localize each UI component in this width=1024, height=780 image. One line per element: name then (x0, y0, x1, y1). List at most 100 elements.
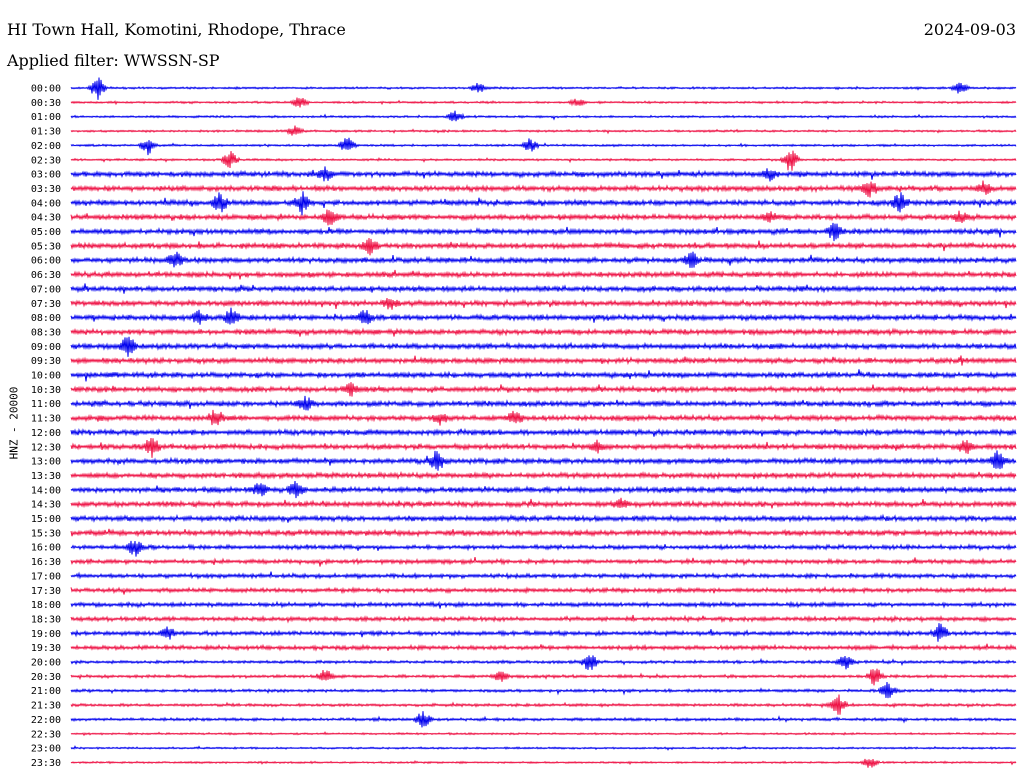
trace-line (70, 571, 1017, 581)
time-label: 08:30 (31, 327, 61, 338)
time-label: 21:30 (31, 701, 61, 712)
time-label: 15:30 (31, 528, 61, 539)
trace-line (70, 382, 1017, 397)
trace-line (70, 480, 1017, 499)
trace-line (70, 209, 1017, 226)
date-label: 2024-09-03 (923, 20, 1016, 39)
time-label: 18:30 (31, 614, 61, 625)
time-label: 23:00 (31, 744, 61, 755)
time-label: 10:00 (31, 371, 61, 382)
time-label: 06:00 (31, 256, 61, 267)
time-label: 04:30 (31, 213, 61, 224)
trace-line (70, 711, 1017, 728)
trace-line (70, 237, 1017, 256)
time-label: 12:00 (31, 428, 61, 439)
trace-line (70, 614, 1017, 624)
trace-line (70, 77, 1017, 100)
time-label: 00:30 (31, 98, 61, 109)
time-label: 11:00 (31, 399, 61, 410)
time-label: 20:00 (31, 658, 61, 669)
time-label: 02:00 (31, 141, 61, 152)
time-label: 04:00 (31, 198, 61, 209)
time-label: 11:30 (31, 414, 61, 425)
time-label: 00:00 (31, 84, 61, 95)
trace-line (70, 655, 1017, 670)
trace-line (70, 336, 1017, 357)
trace-line (70, 427, 1017, 438)
time-label: 16:30 (31, 557, 61, 568)
trace-line (70, 643, 1017, 652)
time-label: 10:30 (31, 385, 61, 396)
time-label: 12:30 (31, 442, 61, 453)
filter-prefix: Applied filter: (7, 51, 119, 70)
trace-line (70, 513, 1017, 524)
time-label: 07:00 (31, 284, 61, 295)
trace-line (70, 222, 1017, 242)
time-label: 14:30 (31, 500, 61, 511)
time-label: 01:00 (31, 112, 61, 123)
trace-line (70, 307, 1017, 325)
trace-line (70, 269, 1017, 280)
trace-line (70, 150, 1017, 171)
time-label: 19:00 (31, 629, 61, 640)
trace-line (70, 125, 1017, 136)
time-label: 13:00 (31, 457, 61, 468)
time-label: 06:30 (31, 270, 61, 281)
time-label: 09:00 (31, 342, 61, 353)
time-label: 16:00 (31, 543, 61, 554)
time-label: 20:30 (31, 672, 61, 683)
trace-line (70, 110, 1017, 122)
trace-line (70, 166, 1017, 182)
time-label: 01:30 (31, 127, 61, 138)
trace-line (70, 251, 1017, 268)
station-title: HI Town Hall, Komotini, Rhodope, Thrace (7, 20, 346, 39)
trace-line (70, 668, 1017, 686)
trace-line (70, 437, 1017, 458)
trace-line (70, 745, 1017, 751)
time-label: 21:00 (31, 686, 61, 697)
trace-line (70, 180, 1017, 198)
trace-line (70, 557, 1017, 567)
trace-line (70, 470, 1017, 480)
trace-line (70, 395, 1017, 411)
time-label: 09:30 (31, 356, 61, 367)
time-label: 03:30 (31, 184, 61, 195)
trace-line (70, 369, 1017, 382)
time-label: 15:00 (31, 514, 61, 525)
time-label: 03:00 (31, 170, 61, 181)
trace-line (70, 623, 1017, 642)
time-label: 22:30 (31, 729, 61, 740)
time-label: 18:00 (31, 600, 61, 611)
trace-line (70, 694, 1017, 715)
trace-line (70, 585, 1017, 595)
trace-line (70, 298, 1017, 310)
time-label: 08:00 (31, 313, 61, 324)
trace-line (70, 327, 1017, 337)
trace-line (70, 355, 1017, 366)
trace-line (70, 97, 1017, 108)
time-label: 19:30 (31, 643, 61, 654)
trace-line (70, 528, 1017, 538)
time-label: 17:30 (31, 586, 61, 597)
filter-label: Applied filter: WWSSN-SP (7, 51, 220, 70)
trace-line (70, 450, 1017, 471)
trace-line (70, 409, 1017, 426)
trace-line (70, 600, 1017, 609)
trace-line (70, 731, 1017, 737)
trace-line (70, 191, 1017, 216)
time-label: 23:30 (31, 758, 61, 769)
time-label: 02:30 (31, 155, 61, 166)
trace-line (70, 497, 1017, 509)
filter-name: WWSSN-SP (123, 51, 220, 70)
time-label: 14:00 (31, 485, 61, 496)
time-label: 05:00 (31, 227, 61, 238)
time-label: 22:00 (31, 715, 61, 726)
time-label: 13:30 (31, 471, 61, 482)
time-label: 05:30 (31, 241, 61, 252)
time-label: 07:30 (31, 299, 61, 310)
trace-line (70, 540, 1017, 557)
time-label: 17:00 (31, 571, 61, 582)
trace-line (70, 137, 1017, 156)
trace-line (70, 758, 1017, 768)
